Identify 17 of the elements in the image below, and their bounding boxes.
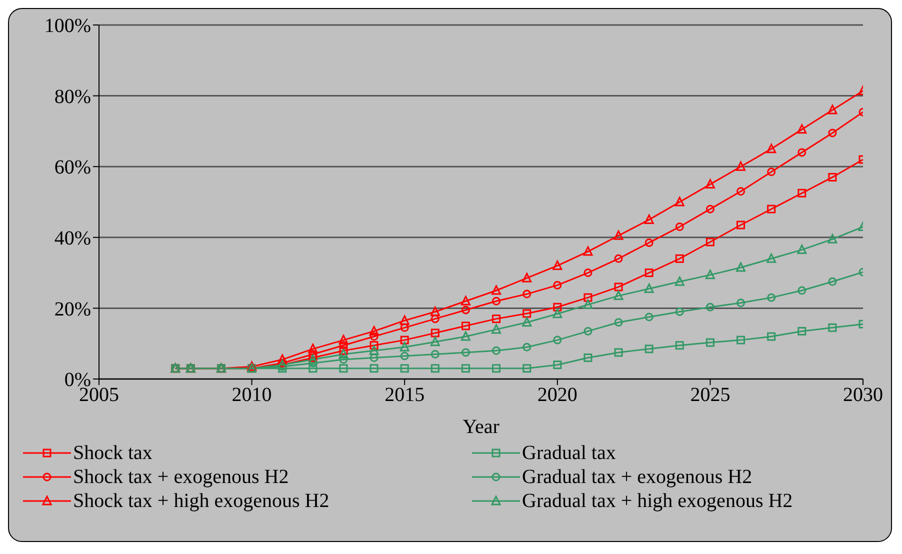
y-tick-label: 60% <box>54 156 91 179</box>
legend-label: Shock tax + high exogenous H2 <box>73 490 330 512</box>
legend-label: Gradual tax + exogenous H2 <box>522 466 752 488</box>
legend-label: Shock tax <box>73 442 152 464</box>
x-tick-label: 2030 <box>843 384 883 406</box>
x-tick-label: 2025 <box>690 384 730 406</box>
legend-label: Gradual tax <box>522 442 616 464</box>
x-tick-label: 2020 <box>537 384 578 406</box>
y-tick-label: 40% <box>54 228 91 250</box>
legend-label: Gradual tax + high exogenous H2 <box>522 490 793 512</box>
x-axis-title: Year <box>462 416 500 438</box>
x-tick-label: 2015 <box>384 384 425 406</box>
y-tick-label: 100% <box>44 15 91 38</box>
y-tick-label: 20% <box>54 298 91 320</box>
x-tick-label: 2010 <box>232 384 272 406</box>
legend-label: Shock tax + exogenous H2 <box>73 466 289 488</box>
y-tick-label: 80% <box>54 86 91 108</box>
